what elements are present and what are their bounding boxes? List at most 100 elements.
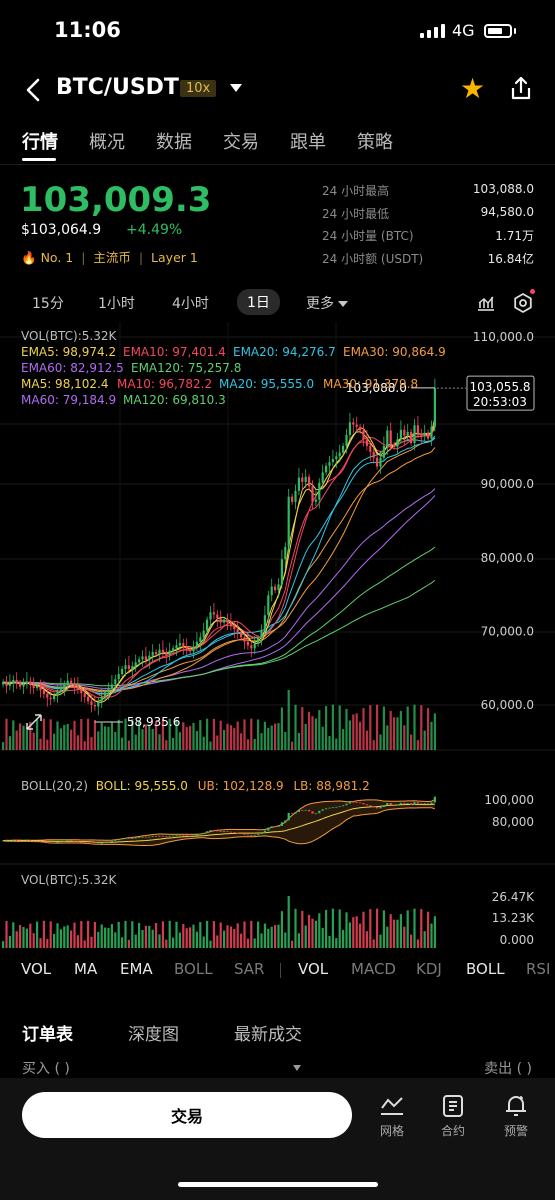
volume-bar — [410, 934, 413, 948]
tab-overview[interactable]: 概况 — [89, 132, 125, 153]
candle — [36, 685, 39, 689]
candle — [178, 643, 181, 646]
candle — [301, 477, 304, 482]
network-label: 4G — [452, 21, 475, 40]
indicator-ema[interactable]: EMA — [120, 960, 153, 978]
gear-icon[interactable] — [512, 292, 534, 314]
candle — [80, 689, 83, 694]
nav-grid[interactable]: 网格 — [369, 1094, 415, 1139]
volume-bar — [131, 921, 134, 948]
volume-bar — [287, 690, 290, 750]
volume-bar — [410, 734, 413, 750]
candle — [42, 690, 45, 694]
volume-bar — [195, 731, 198, 750]
volume-bar — [338, 705, 341, 750]
indicator-icon[interactable] — [476, 294, 496, 312]
legend-ema120: EMA120: 75,257.8 — [131, 361, 242, 375]
candle — [297, 477, 300, 491]
candle — [151, 652, 154, 656]
interval-1d[interactable]: 1日 — [237, 289, 280, 315]
candle — [219, 618, 222, 623]
volume-bar — [107, 726, 110, 750]
volume-bar — [301, 707, 304, 750]
volume-bar — [382, 706, 385, 750]
interval-4h[interactable]: 4小时 — [172, 296, 209, 312]
volume-bar — [297, 733, 300, 750]
indicator-sub-vol[interactable]: VOL — [298, 960, 329, 978]
candle — [406, 431, 409, 436]
volume-bar — [359, 721, 362, 750]
boll-candle — [250, 835, 253, 836]
tab-trade[interactable]: 交易 — [223, 132, 259, 153]
boll-candle — [253, 834, 256, 836]
volume-bar — [321, 927, 324, 948]
nav-contract[interactable]: 合约 — [430, 1094, 476, 1139]
tab-orderbook[interactable]: 订单表 — [22, 1025, 73, 1045]
main-tabs: 行情 概况 数据 交易 跟单 策略 — [0, 128, 555, 164]
tab-copy[interactable]: 跟单 — [290, 132, 326, 153]
tab-data[interactable]: 数据 — [156, 132, 192, 153]
indicator-sar[interactable]: SAR — [234, 960, 265, 978]
chevron-down-icon[interactable] — [230, 84, 242, 92]
candle — [168, 650, 171, 655]
boll-candle — [379, 807, 382, 809]
contract-icon — [443, 1095, 463, 1117]
boll-candle — [287, 812, 290, 821]
indicator-macd[interactable]: MACD — [351, 960, 396, 978]
volume-bar — [287, 896, 290, 948]
volume-bar — [56, 721, 59, 750]
tab-recent-trades[interactable]: 最新成交 — [234, 1025, 302, 1045]
boll-candle — [318, 810, 321, 814]
interval-15m[interactable]: 15分 — [32, 296, 64, 312]
tab-market[interactable]: 行情 — [22, 132, 58, 153]
boll-candle — [263, 830, 266, 833]
boll-candle — [304, 809, 307, 811]
candle — [229, 622, 232, 627]
candle — [32, 685, 35, 689]
interval-more[interactable]: 更多 — [306, 293, 348, 313]
category-tag[interactable]: 主流币 — [93, 250, 131, 265]
candle — [311, 486, 314, 502]
volume-bar — [352, 714, 355, 750]
trade-button[interactable]: 交易 — [22, 1092, 352, 1138]
chevron-down-icon[interactable] — [293, 1065, 301, 1071]
indicator-sub-boll[interactable]: BOLL — [466, 960, 505, 978]
volume-bar — [32, 732, 35, 750]
volume-bar — [97, 731, 100, 750]
boll-legend-label: BOLL(20,2) — [21, 779, 88, 793]
pair-title[interactable]: BTC/USDT — [56, 75, 179, 100]
volume-chart[interactable]: 26.47K 13.23K 0.000 — [0, 866, 555, 950]
indicator-ma[interactable]: MA — [74, 960, 98, 978]
indicator-rsi[interactable]: RSI — [526, 960, 551, 978]
candle — [127, 665, 130, 669]
vol-tick-zero: 0.000 — [500, 933, 534, 947]
volume-bar — [223, 729, 226, 750]
indicator-kdj[interactable]: KDJ — [416, 960, 442, 978]
volume-bar — [148, 724, 151, 750]
last-price: 103,009.3 — [20, 180, 212, 220]
nav-alert[interactable]: 预警 — [493, 1094, 539, 1139]
indicator-vol[interactable]: VOL — [21, 960, 52, 978]
boll-candle — [5, 840, 8, 842]
star-icon[interactable]: ★ — [460, 72, 486, 105]
volume-bar — [226, 723, 229, 750]
volume-bar — [406, 910, 409, 948]
volume-bar — [97, 931, 100, 948]
volume-bar — [362, 708, 365, 750]
boll-candle — [345, 803, 348, 806]
indicator-boll[interactable]: BOLL — [174, 960, 213, 978]
boll-candle — [433, 796, 436, 803]
share-icon[interactable] — [508, 74, 534, 102]
volume-bar — [206, 920, 209, 948]
boll-chart[interactable]: 100,000 80,000 — [0, 770, 555, 865]
boll-tick-100k: 100,000 — [484, 793, 534, 807]
layer-tag[interactable]: Layer 1 — [151, 250, 198, 265]
boll-candle — [22, 840, 25, 842]
tab-strategy[interactable]: 策略 — [357, 132, 393, 153]
back-icon[interactable] — [22, 76, 48, 104]
candlestick-chart[interactable]: 110,000.0 90,000.0 80,000.0 70,000.0 60,000.… — [0, 322, 555, 752]
boll-candle — [325, 808, 328, 810]
interval-1h[interactable]: 1小时 — [98, 296, 135, 312]
tab-depth[interactable]: 深度图 — [128, 1025, 179, 1045]
boll-candle — [32, 841, 35, 842]
